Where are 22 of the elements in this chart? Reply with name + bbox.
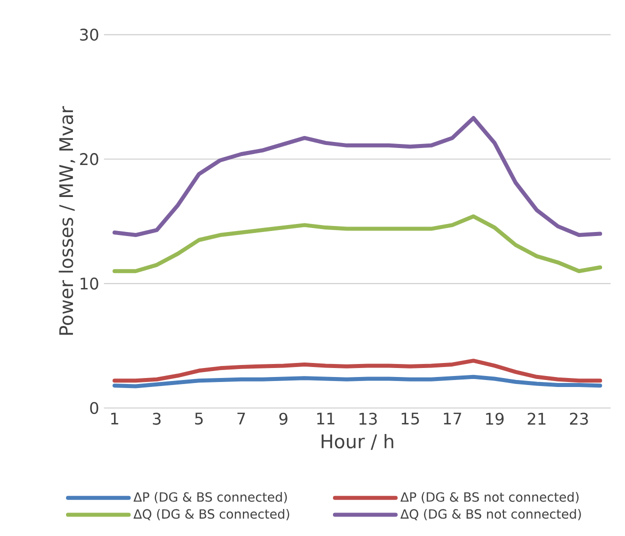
x-axis-title: Hour / h <box>322 434 394 450</box>
y-tick-label: 20 <box>80 153 98 166</box>
y-axis-title: Power losses / MW, Mvar <box>58 106 76 335</box>
x-tick-label: 5 <box>195 412 203 425</box>
y-tick-label: 0 <box>90 402 98 414</box>
x-tick-label: 19 <box>486 412 504 425</box>
x-tick-label: 3 <box>152 412 161 425</box>
x-tick-label: 23 <box>570 412 588 425</box>
legend-label: ΔP (DG & BS not connected) <box>400 492 579 504</box>
x-tick-label: 9 <box>279 412 288 425</box>
x-tick-label: 13 <box>359 412 377 425</box>
x-tick-label: 11 <box>317 412 334 424</box>
x-tick-label: 17 <box>444 412 462 424</box>
x-tick-label: 15 <box>402 412 419 425</box>
legend-label: ΔQ (DG & BS connected) <box>133 508 290 520</box>
y-tick-label: 30 <box>80 28 98 41</box>
legend-label: ΔP (DG & BS connected) <box>133 492 287 504</box>
x-tick-label: 1 <box>111 412 118 424</box>
legend-label: ΔQ (DG & BS not connected) <box>400 508 581 520</box>
x-tick-label: 7 <box>237 412 245 424</box>
y-tick-label: 10 <box>80 278 98 290</box>
x-tick-label: 21 <box>528 412 546 425</box>
